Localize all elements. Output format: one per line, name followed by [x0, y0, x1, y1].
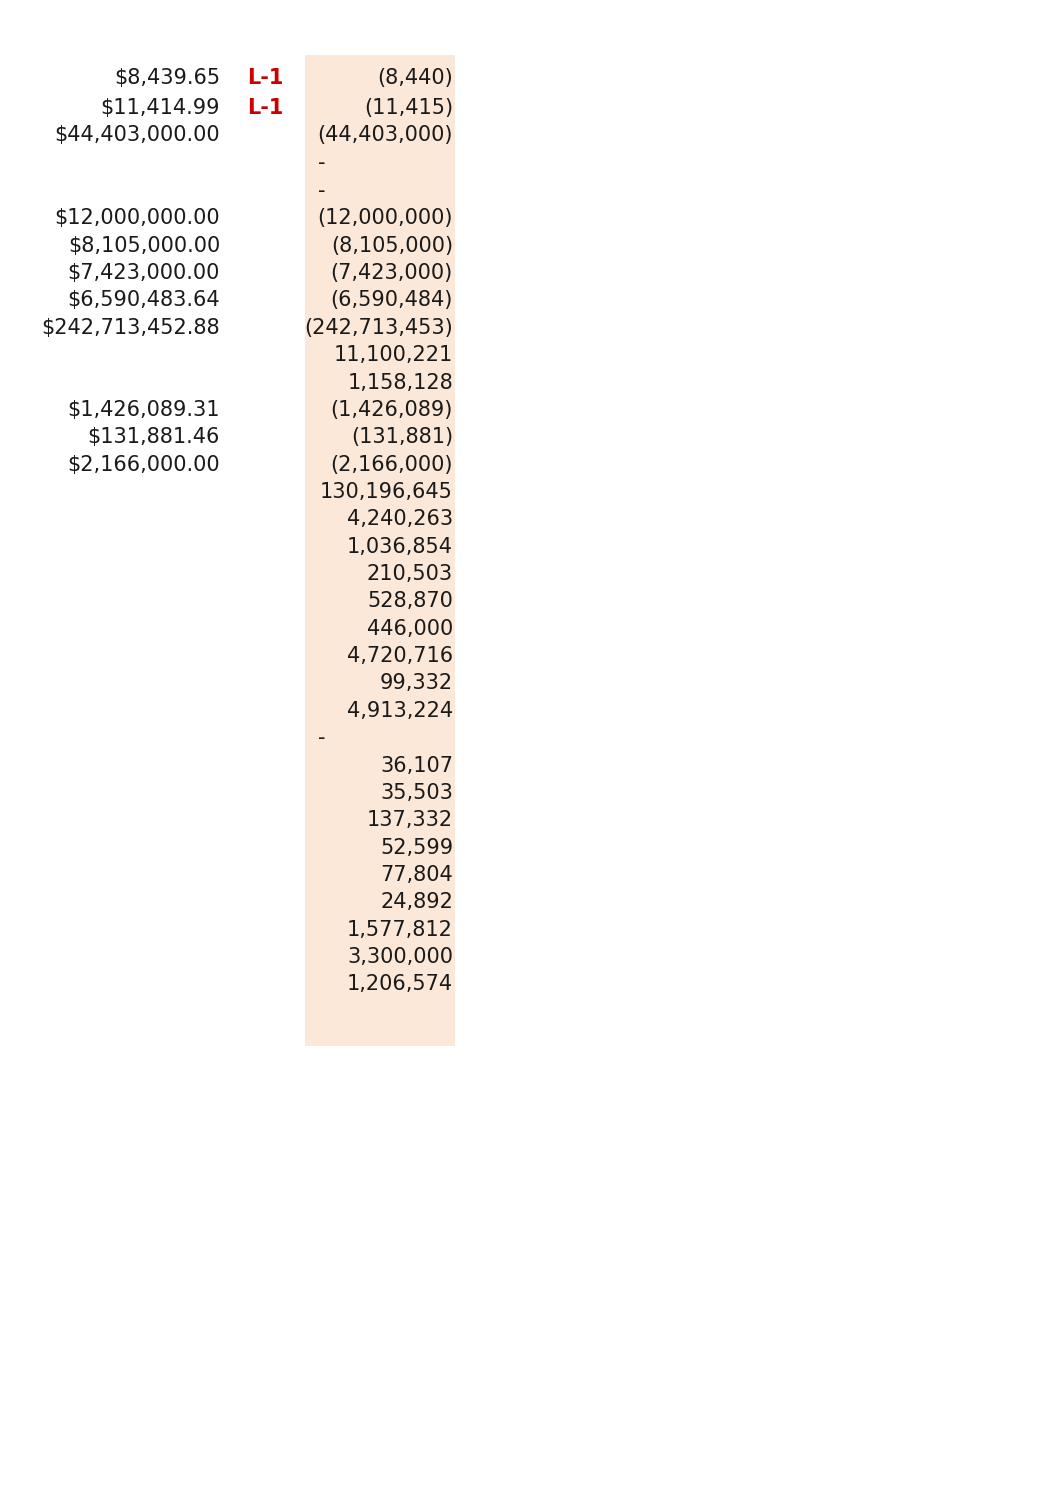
Bar	[305, 56, 455, 1047]
Text: $44,403,000.00: $44,403,000.00	[54, 125, 220, 145]
Text: 77,804: 77,804	[380, 864, 453, 886]
Text: $242,713,452.88: $242,713,452.88	[41, 318, 220, 337]
Text: 210,503: 210,503	[366, 565, 453, 584]
Text: (8,105,000): (8,105,000)	[331, 236, 453, 256]
Text: (242,713,453): (242,713,453)	[304, 318, 453, 337]
Text: $12,000,000.00: $12,000,000.00	[54, 208, 220, 227]
Text: $8,105,000.00: $8,105,000.00	[68, 236, 220, 256]
Text: $6,590,483.64: $6,590,483.64	[67, 291, 220, 310]
Text: 528,870: 528,870	[367, 590, 453, 611]
Text: 36,107: 36,107	[380, 756, 453, 776]
Text: $7,423,000.00: $7,423,000.00	[68, 264, 220, 283]
Text: $11,414.99: $11,414.99	[101, 98, 220, 117]
Text: 4,913,224: 4,913,224	[347, 700, 453, 721]
Text: $131,881.46: $131,881.46	[88, 428, 220, 447]
Text: 1,577,812: 1,577,812	[347, 920, 453, 940]
Text: (11,415): (11,415)	[364, 98, 453, 117]
Text: (2,166,000): (2,166,000)	[330, 455, 453, 474]
Text: 137,332: 137,332	[366, 810, 453, 830]
Text: 1,036,854: 1,036,854	[347, 538, 453, 557]
Text: 1,158,128: 1,158,128	[347, 373, 453, 393]
Text: $2,166,000.00: $2,166,000.00	[67, 455, 220, 474]
Text: 24,892: 24,892	[380, 892, 453, 913]
Text: (1,426,089): (1,426,089)	[330, 401, 453, 420]
Text: 4,240,263: 4,240,263	[347, 509, 453, 529]
Text: L-1: L-1	[246, 98, 284, 117]
Text: 4,720,716: 4,720,716	[347, 646, 453, 666]
Text: -: -	[318, 727, 325, 748]
Text: 1,206,574: 1,206,574	[347, 974, 453, 994]
Text: (7,423,000): (7,423,000)	[330, 264, 453, 283]
Text: (44,403,000): (44,403,000)	[318, 125, 453, 145]
Text: 11,100,221: 11,100,221	[333, 345, 453, 364]
Text: 446,000: 446,000	[366, 619, 453, 639]
Text: 35,503: 35,503	[380, 783, 453, 803]
Text: 3,300,000: 3,300,000	[347, 947, 453, 967]
Text: -: -	[318, 154, 325, 173]
Text: 52,599: 52,599	[380, 837, 453, 858]
Text: 99,332: 99,332	[380, 673, 453, 693]
Text: -: -	[318, 181, 325, 200]
Text: (6,590,484): (6,590,484)	[330, 291, 453, 310]
Text: (12,000,000): (12,000,000)	[318, 208, 453, 227]
Text: (8,440): (8,440)	[377, 68, 453, 87]
Text: L-1: L-1	[246, 68, 284, 87]
Text: $1,426,089.31: $1,426,089.31	[68, 401, 220, 420]
Text: (131,881): (131,881)	[350, 428, 453, 447]
Text: 130,196,645: 130,196,645	[320, 482, 453, 501]
Text: $8,439.65: $8,439.65	[114, 68, 220, 87]
